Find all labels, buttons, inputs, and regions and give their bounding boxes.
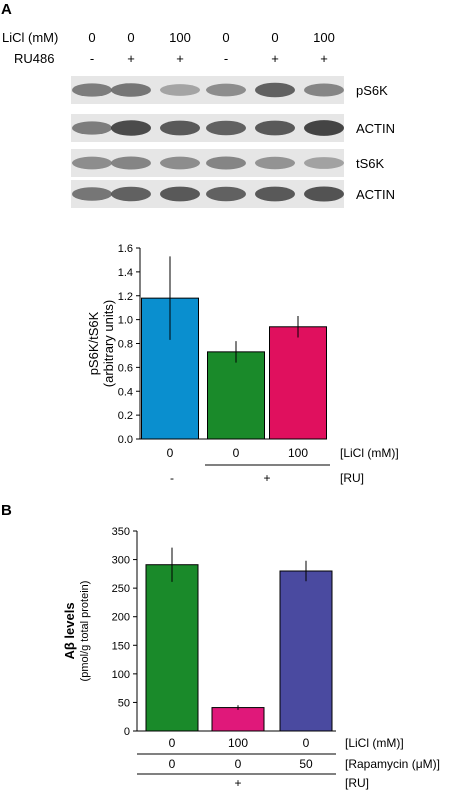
licl-header-label: LiCl (mM) (2, 30, 58, 45)
blot-band (72, 83, 112, 97)
licl-value: 100 (228, 736, 248, 750)
blot-band (304, 83, 344, 97)
blot-band (206, 186, 246, 202)
ru-value: - (170, 471, 174, 485)
chart-b: 0 50 100 150 200 250 300 350 Aβ levels (pmol/g to… (62, 526, 440, 790)
blot-band (304, 186, 344, 202)
blot-band (255, 186, 295, 202)
bar (145, 564, 199, 732)
blot-band (111, 83, 151, 97)
y-tick-label: 150 (112, 640, 130, 652)
ru486-header-value: - (224, 51, 228, 66)
licl-value: 0 (169, 736, 176, 750)
blot-band (255, 82, 295, 98)
ru486-header-value: + (127, 51, 135, 66)
rapamycin-value: 0 (235, 757, 242, 771)
panel-b-label: B (1, 502, 12, 519)
blot-band (111, 156, 151, 170)
y-tick-label: 300 (112, 555, 130, 567)
licl-value: 0 (303, 736, 310, 750)
y-tick-label: 1.6 (118, 243, 133, 255)
blot-band (111, 186, 151, 202)
x-category-label: 0 (167, 446, 174, 460)
ru486-header-value: + (320, 51, 328, 66)
bar (207, 351, 265, 440)
y-tick-label: 350 (112, 526, 130, 538)
y-tick-label: 1.4 (118, 267, 133, 279)
licl-header-value: 0 (88, 30, 95, 45)
y-axis-label-2: (arbitrary units) (101, 300, 116, 387)
blot-band (72, 121, 112, 135)
blot-band (160, 156, 200, 170)
y-tick-label: 0.2 (118, 410, 133, 422)
blot-label: ACTIN (356, 187, 395, 202)
y-axis-label: pS6K/tS6K (86, 311, 101, 375)
licl-row-label: [LiCl (mM)] (345, 736, 404, 750)
western-blots: pS6K ACTIN tS6K ACTIN (71, 76, 395, 208)
blot-label: tS6K (356, 156, 385, 171)
y-tick-label: 200 (112, 612, 130, 624)
y-axis-label-2: (pmol/g total protein) (79, 581, 91, 682)
bar (211, 707, 265, 732)
ru-value: + (263, 471, 270, 485)
ru486-header-value: + (176, 51, 184, 66)
y-tick-label: 0.8 (118, 339, 133, 351)
y-tick-label: 0.4 (118, 386, 133, 398)
panel-a-label: A (1, 1, 12, 18)
rapamycin-row-label: [Rapamycin (μM)] (345, 757, 440, 771)
x-category-label: 100 (288, 446, 308, 460)
y-tick-label: 1.2 (118, 291, 133, 303)
blot-band (72, 187, 112, 201)
x-category-label: 0 (233, 446, 240, 460)
licl-row-label: [LiCl (mM)] (340, 446, 399, 460)
licl-header-value: 100 (169, 30, 191, 45)
y-tick-label: 1.0 (118, 315, 133, 327)
blot-band (160, 186, 200, 202)
rapamycin-value: 0 (169, 757, 176, 771)
bar (269, 326, 327, 440)
licl-header-value: 0 (127, 30, 134, 45)
y-tick-label: 250 (112, 583, 130, 595)
blot-band (206, 83, 246, 97)
y-tick-label: 50 (118, 697, 130, 709)
licl-header-value: 100 (313, 30, 335, 45)
blot-band (72, 156, 112, 170)
blot-band (111, 120, 151, 136)
y-axis-label: Aβ levels (62, 602, 77, 659)
header-values: 0 0 100 0 0 100 - + + - + + (88, 30, 334, 66)
blot-band (255, 120, 295, 136)
ru486-header-value: + (271, 51, 279, 66)
blot-band (304, 120, 344, 136)
blot-band (160, 120, 200, 136)
blot-band (304, 157, 344, 169)
ru-value: + (234, 776, 241, 790)
ru486-header-value: - (90, 51, 94, 66)
rapamycin-value: 50 (299, 757, 313, 771)
ru486-header-label: RU486 (14, 51, 54, 66)
licl-header-value: 0 (222, 30, 229, 45)
y-tick-label: 100 (112, 669, 130, 681)
chart-a: 0.0 0.2 0.4 0.6 0.8 1.0 1.2 1.4 1.6 pS6K/tS6K (arb… (86, 243, 399, 485)
y-tick-label: 0 (124, 726, 130, 738)
licl-header-value: 0 (271, 30, 278, 45)
ru-row-label: [RU] (340, 471, 364, 485)
blot-label: ACTIN (356, 121, 395, 136)
y-tick-label: 0.0 (118, 434, 133, 446)
blot-band (160, 84, 200, 96)
blot-band (255, 156, 295, 170)
blot-band (206, 156, 246, 170)
y-tick-label: 0.6 (118, 362, 133, 374)
blot-band (206, 120, 246, 136)
bar (279, 570, 333, 732)
blot-label: pS6K (356, 83, 388, 98)
ru-row-label: [RU] (345, 776, 369, 790)
